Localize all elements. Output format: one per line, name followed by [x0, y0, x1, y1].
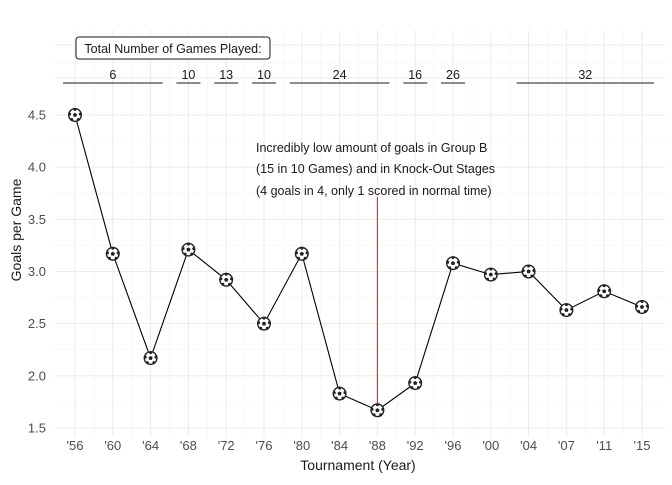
soccer-ball-icon — [370, 403, 385, 418]
soccer-ball-icon — [181, 242, 196, 257]
soccer-ball-icon — [256, 316, 272, 331]
x-axis-title: Tournament (Year) — [300, 457, 415, 473]
x-axis: '56 '60 '64 '68 '72 '76 '80 '84 '88 '92 '96 '00 '04 '… — [67, 438, 651, 453]
annotation-line-1: Incredibly low amount of goals in Group … — [256, 141, 487, 155]
games-group-label: 32 — [578, 68, 592, 82]
y-tick-label: 3.0 — [28, 264, 46, 279]
x-tick-label: '11 — [596, 438, 612, 453]
games-group-label: 16 — [408, 68, 422, 82]
games-group: 13 — [214, 68, 239, 84]
games-played-title-box: Total Number of Games Played: — [75, 36, 271, 60]
games-group: 10 — [252, 68, 276, 84]
games-group-label: 26 — [446, 68, 460, 82]
soccer-ball-icon — [332, 386, 347, 401]
games-group: 16 — [403, 68, 428, 84]
x-tick-label: '15 — [634, 438, 651, 453]
y-tick-label: 3.5 — [28, 212, 46, 227]
games-group: 6 — [63, 68, 163, 84]
y-tick-label: 4.0 — [28, 160, 46, 175]
games-group-label: 6 — [109, 68, 116, 82]
x-tick-label: '72 — [218, 438, 235, 453]
games-played-band: Total Number of Games Played: 6 10 13 10 24 1… — [63, 36, 654, 84]
soccer-ball-icon — [219, 272, 234, 287]
games-group: 24 — [289, 68, 390, 84]
games-played-title-frame — [75, 36, 271, 60]
annotation-line-3: (4 goals in 4, only 1 scored in normal t… — [256, 184, 492, 198]
soccer-ball-icon — [483, 267, 498, 282]
series-goals-per-game — [67, 107, 650, 418]
games-played-title: Total Number of Games Played: — [84, 42, 261, 56]
x-tick-label: '96 — [445, 438, 462, 453]
x-tick-label: '07 — [558, 438, 575, 453]
games-group: 10 — [176, 68, 201, 84]
soccer-ball-icon — [445, 256, 461, 271]
games-group-label: 10 — [257, 68, 271, 82]
y-tick-label: 2.5 — [28, 316, 46, 331]
games-group-label: 10 — [181, 68, 195, 82]
soccer-ball-icon — [559, 303, 574, 318]
x-tick-label: '80 — [293, 438, 310, 453]
x-tick-label: '88 — [369, 438, 386, 453]
soccer-ball-icon — [67, 107, 83, 123]
y-tick-label: 1.5 — [28, 421, 46, 436]
soccer-ball-icon — [597, 284, 612, 299]
x-tick-label: '04 — [520, 438, 537, 453]
y-axis-title: Goals per Game — [8, 178, 24, 281]
games-group-label: 24 — [333, 68, 347, 82]
y-tick-label: 4.5 — [28, 108, 46, 123]
soccer-ball-icon — [143, 351, 158, 366]
series-line — [74, 114, 643, 411]
x-tick-label: '60 — [104, 438, 121, 453]
soccer-ball-icon — [521, 264, 536, 279]
soccer-ball-icon — [634, 299, 650, 315]
x-tick-label: '68 — [180, 438, 197, 453]
soccer-ball-icon — [408, 376, 423, 391]
games-group: 32 — [516, 68, 654, 84]
y-tick-label: 2.0 — [28, 368, 46, 383]
grid — [55, 30, 665, 437]
soccer-ball-icon — [105, 246, 120, 261]
annotation-line-2: (15 in 10 Games) and in Knock-Out Stages — [256, 162, 495, 176]
x-tick-label: '00 — [482, 438, 499, 453]
games-group-label: 13 — [219, 68, 233, 82]
x-tick-label: '64 — [142, 438, 159, 453]
games-group: 26 — [441, 68, 465, 84]
soccer-ball-icon — [294, 246, 309, 261]
x-tick-label: '56 — [67, 438, 84, 453]
y-axis: 1.5 2.0 2.5 3.0 3.5 4.0 4.5 — [28, 108, 46, 436]
x-tick-label: '92 — [407, 438, 424, 453]
games-played-groups: 6 10 13 10 24 16 26 32 — [63, 68, 654, 84]
annotation: Incredibly low amount of goals in Group … — [256, 141, 495, 411]
x-tick-label: '76 — [256, 438, 273, 453]
x-tick-label: '84 — [331, 438, 348, 453]
